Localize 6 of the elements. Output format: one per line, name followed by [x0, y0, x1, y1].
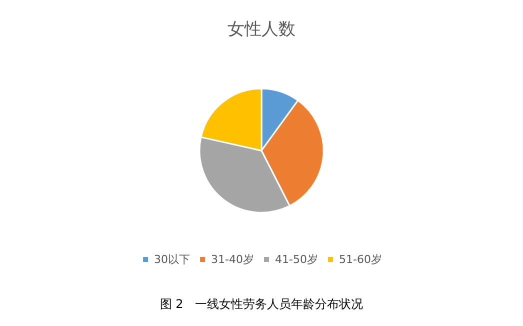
legend-label: 51-60岁 — [338, 253, 382, 266]
chart-title: 女性人数 — [228, 20, 296, 40]
legend-label: 41-50岁 — [275, 253, 318, 266]
caption: 图 2 一线女性劳务人员年龄分布状况 — [160, 297, 364, 311]
legend-label: 31-40岁 — [211, 253, 254, 266]
legend-label: 30以下 — [154, 253, 190, 266]
